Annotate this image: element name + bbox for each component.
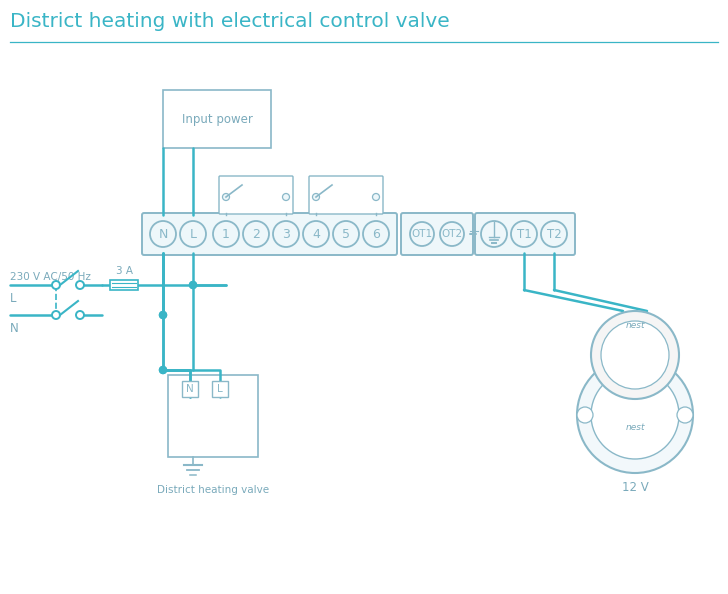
Circle shape xyxy=(52,311,60,319)
Text: 2: 2 xyxy=(252,228,260,241)
Circle shape xyxy=(159,311,167,318)
FancyBboxPatch shape xyxy=(401,213,473,255)
FancyBboxPatch shape xyxy=(142,213,397,255)
Text: 1: 1 xyxy=(222,228,230,241)
Text: District heating with electrical control valve: District heating with electrical control… xyxy=(10,12,450,31)
Text: T1: T1 xyxy=(517,228,531,241)
Circle shape xyxy=(150,221,176,247)
Text: nest: nest xyxy=(625,422,645,431)
Text: L: L xyxy=(10,292,17,305)
Circle shape xyxy=(243,221,269,247)
Circle shape xyxy=(273,221,299,247)
Text: 5: 5 xyxy=(342,228,350,241)
Circle shape xyxy=(76,311,84,319)
Circle shape xyxy=(282,194,290,201)
Text: 6: 6 xyxy=(372,228,380,241)
Circle shape xyxy=(410,222,434,246)
Text: 3: 3 xyxy=(282,228,290,241)
Circle shape xyxy=(333,221,359,247)
Circle shape xyxy=(76,281,84,289)
FancyBboxPatch shape xyxy=(212,381,228,397)
Text: 4: 4 xyxy=(312,228,320,241)
Circle shape xyxy=(677,407,693,423)
Text: nest: nest xyxy=(625,321,645,330)
FancyBboxPatch shape xyxy=(309,176,383,214)
Circle shape xyxy=(577,357,693,473)
Circle shape xyxy=(601,321,669,389)
Text: N: N xyxy=(186,384,194,394)
Text: L: L xyxy=(189,228,197,241)
Circle shape xyxy=(213,221,239,247)
Text: Input power: Input power xyxy=(181,112,253,125)
FancyBboxPatch shape xyxy=(163,90,271,148)
Text: 230 V AC/50 Hz: 230 V AC/50 Hz xyxy=(10,272,91,282)
Circle shape xyxy=(159,366,167,374)
Circle shape xyxy=(541,221,567,247)
Text: 3 A: 3 A xyxy=(116,266,132,276)
Text: T2: T2 xyxy=(547,228,561,241)
Text: L: L xyxy=(217,384,223,394)
Circle shape xyxy=(189,282,197,289)
Circle shape xyxy=(159,311,167,318)
Text: 12 V: 12 V xyxy=(622,481,649,494)
Circle shape xyxy=(312,194,320,201)
Text: N: N xyxy=(158,228,167,241)
Text: N: N xyxy=(10,323,19,336)
Circle shape xyxy=(440,222,464,246)
Circle shape xyxy=(591,311,679,399)
Text: OT1: OT1 xyxy=(411,229,432,239)
Circle shape xyxy=(591,371,679,459)
Text: OT2: OT2 xyxy=(441,229,462,239)
FancyBboxPatch shape xyxy=(219,176,293,214)
FancyBboxPatch shape xyxy=(110,280,138,290)
Circle shape xyxy=(511,221,537,247)
Circle shape xyxy=(189,282,197,289)
Circle shape xyxy=(373,194,379,201)
Circle shape xyxy=(223,194,229,201)
Circle shape xyxy=(363,221,389,247)
Text: District heating valve: District heating valve xyxy=(157,485,269,495)
Circle shape xyxy=(159,366,167,374)
Circle shape xyxy=(481,221,507,247)
FancyBboxPatch shape xyxy=(475,213,575,255)
Circle shape xyxy=(577,407,593,423)
Circle shape xyxy=(52,281,60,289)
Circle shape xyxy=(180,221,206,247)
FancyBboxPatch shape xyxy=(182,381,198,397)
FancyBboxPatch shape xyxy=(168,375,258,457)
Circle shape xyxy=(303,221,329,247)
